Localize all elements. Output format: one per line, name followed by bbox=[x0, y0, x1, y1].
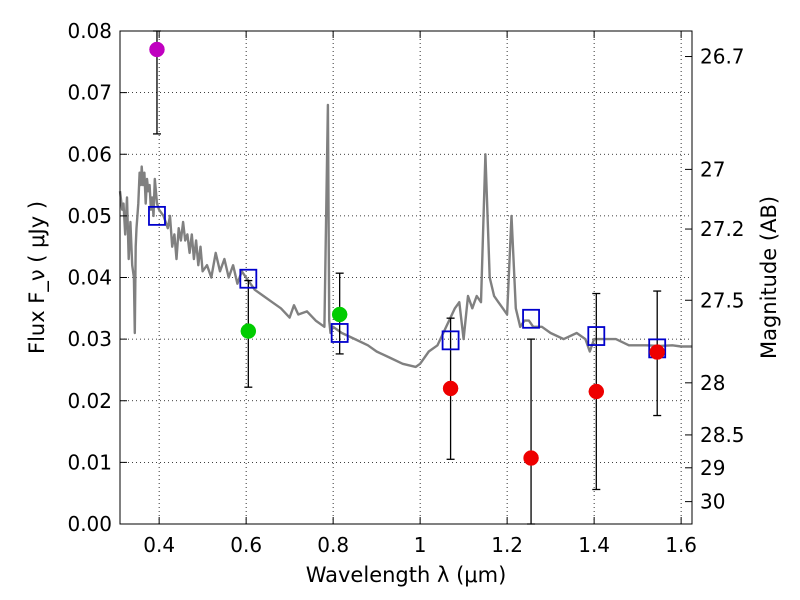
x-tick-label: 0.8 bbox=[317, 533, 349, 557]
observed-point bbox=[649, 344, 665, 360]
x-axis-label: Wavelength λ (μm) bbox=[306, 563, 507, 587]
grid-layer bbox=[120, 31, 692, 524]
x-tick-label: 0.4 bbox=[143, 533, 175, 557]
x-tick-label: 1.6 bbox=[665, 533, 697, 557]
y2-tick-label: 28 bbox=[700, 371, 725, 395]
model-square bbox=[587, 326, 606, 346]
x-tick-label: 1.2 bbox=[491, 533, 523, 557]
plot-frame bbox=[119, 30, 693, 525]
y2-tick-label: 27 bbox=[700, 157, 725, 181]
model-square bbox=[330, 323, 349, 343]
y-tick-label: 0.06 bbox=[67, 142, 112, 166]
y2-axis-label: Magnitude (AB) bbox=[757, 196, 781, 359]
observed-point bbox=[588, 383, 605, 400]
y2-tick-label: 28.5 bbox=[700, 423, 745, 447]
y-tick-label: 0.05 bbox=[67, 204, 112, 228]
y2-tick-label: 30 bbox=[700, 490, 725, 514]
ticks-layer: 0.4 0.6 0.8 1 1.2 1.4 1.6 0.00 0.01 0.02 0.03 0.04 0… bbox=[67, 19, 744, 557]
y-tick-label: 0.03 bbox=[67, 327, 112, 351]
model-square bbox=[441, 330, 460, 351]
sed-layer bbox=[118, 103, 692, 369]
y-tick-label: 0.02 bbox=[67, 389, 112, 413]
y2-tick-label: 26.7 bbox=[700, 45, 745, 69]
observed-point bbox=[240, 323, 257, 339]
observed-point-layer bbox=[149, 41, 665, 466]
x-tick-label: 1.4 bbox=[578, 533, 610, 557]
observed-point bbox=[442, 380, 459, 397]
observed-point bbox=[331, 306, 348, 323]
observed-point bbox=[149, 41, 165, 58]
y-axis-label: Flux F_ν ( μJy ) bbox=[25, 201, 50, 354]
x-tick-label: 1 bbox=[414, 533, 427, 557]
y-tick-label: 0.08 bbox=[67, 19, 112, 43]
model-square bbox=[239, 268, 258, 289]
y-tick-label: 0.00 bbox=[67, 512, 112, 536]
y-tick-label: 0.07 bbox=[67, 81, 112, 105]
model-square bbox=[522, 308, 540, 329]
observed-point bbox=[523, 450, 539, 466]
model-square bbox=[148, 205, 166, 226]
x-tick-label: 0.6 bbox=[230, 533, 262, 557]
y2-tick-label: 29 bbox=[700, 456, 725, 480]
sed-line bbox=[118, 103, 692, 369]
y2-tick-label: 27.2 bbox=[700, 217, 745, 241]
y2-tick-label: 27.5 bbox=[700, 288, 745, 312]
y-tick-label: 0.04 bbox=[67, 266, 112, 290]
y-tick-label: 0.01 bbox=[67, 450, 112, 474]
model-square-layer bbox=[148, 205, 667, 359]
